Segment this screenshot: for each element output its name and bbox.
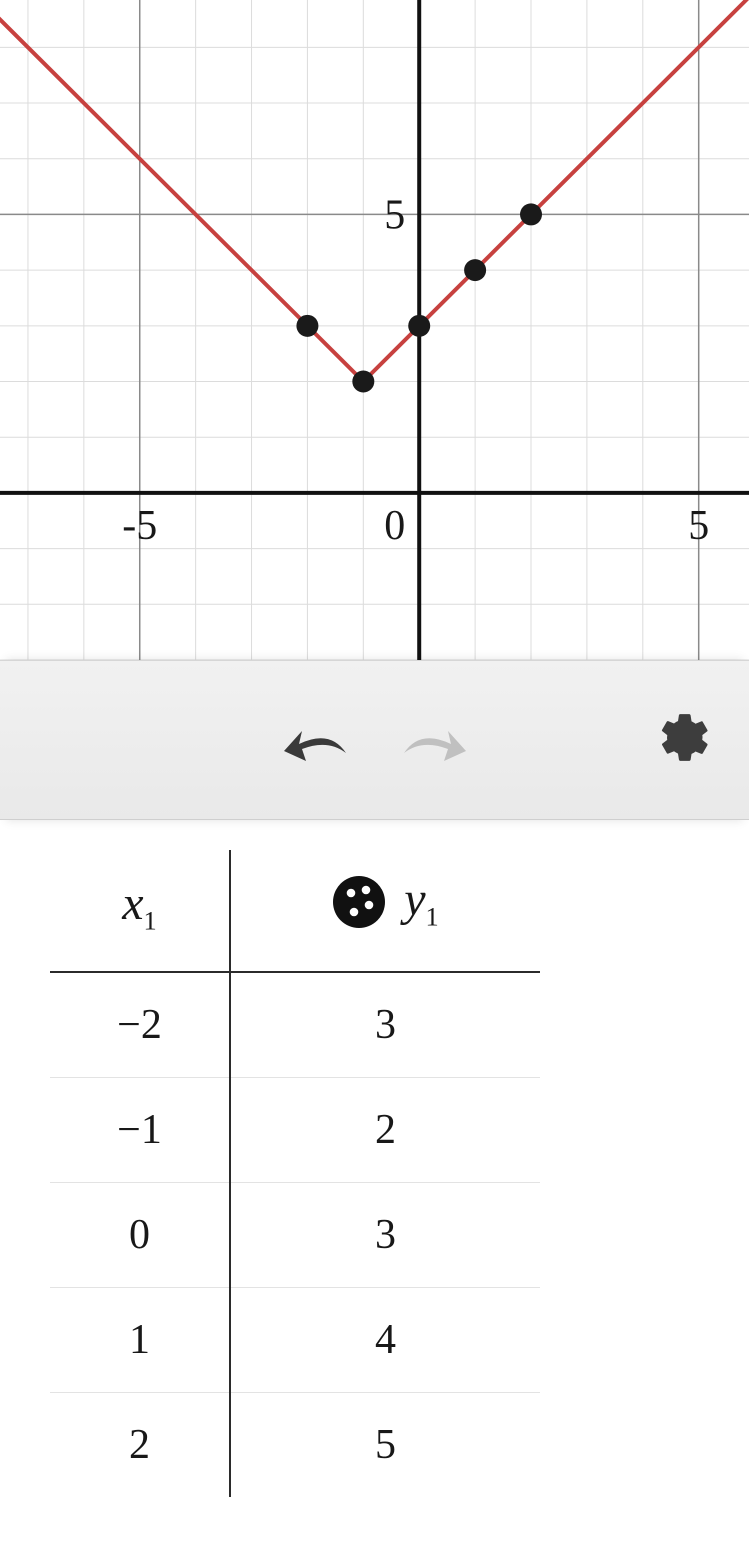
- cell-y[interactable]: 5: [230, 1393, 540, 1498]
- cell-x[interactable]: 1: [50, 1288, 230, 1393]
- toolbar: [0, 660, 749, 820]
- cell-y[interactable]: 3: [230, 972, 540, 1078]
- column-header-x-sub: 1: [144, 906, 157, 936]
- cell-x[interactable]: −1: [50, 1078, 230, 1183]
- y-axis-tick-label: 5: [384, 192, 405, 238]
- coordinate-plane: -5 0 5 5: [0, 0, 749, 660]
- data-table[interactable]: x1: [50, 850, 540, 1497]
- gear-icon[interactable]: [657, 710, 713, 771]
- column-header-x-var: x: [122, 877, 143, 930]
- scatter-plot-icon[interactable]: [332, 875, 386, 929]
- redo-icon[interactable]: [392, 709, 478, 772]
- table-row[interactable]: 03: [50, 1183, 540, 1288]
- cell-y[interactable]: 3: [230, 1183, 540, 1288]
- column-header-y[interactable]: y1: [230, 850, 540, 972]
- x-axis-tick-label: 5: [688, 503, 709, 549]
- column-header-y-sub: 1: [426, 902, 439, 932]
- undo-icon[interactable]: [272, 709, 358, 772]
- column-header-y-var: y: [404, 873, 425, 926]
- column-header-x[interactable]: x1: [50, 850, 230, 972]
- cell-x[interactable]: 0: [50, 1183, 230, 1288]
- x-axis-tick-label: -5: [122, 503, 157, 549]
- cell-y[interactable]: 2: [230, 1078, 540, 1183]
- data-table-panel: x1: [0, 820, 749, 1497]
- table-row[interactable]: 25: [50, 1393, 540, 1498]
- table-row[interactable]: −12: [50, 1078, 540, 1183]
- cell-x[interactable]: 2: [50, 1393, 230, 1498]
- graph-panel[interactable]: -5 0 5 5: [0, 0, 749, 660]
- table-row[interactable]: 14: [50, 1288, 540, 1393]
- cell-x[interactable]: −2: [50, 972, 230, 1078]
- x-axis-tick-label: 0: [384, 503, 405, 549]
- cell-y[interactable]: 4: [230, 1288, 540, 1393]
- table-row[interactable]: −23: [50, 972, 540, 1078]
